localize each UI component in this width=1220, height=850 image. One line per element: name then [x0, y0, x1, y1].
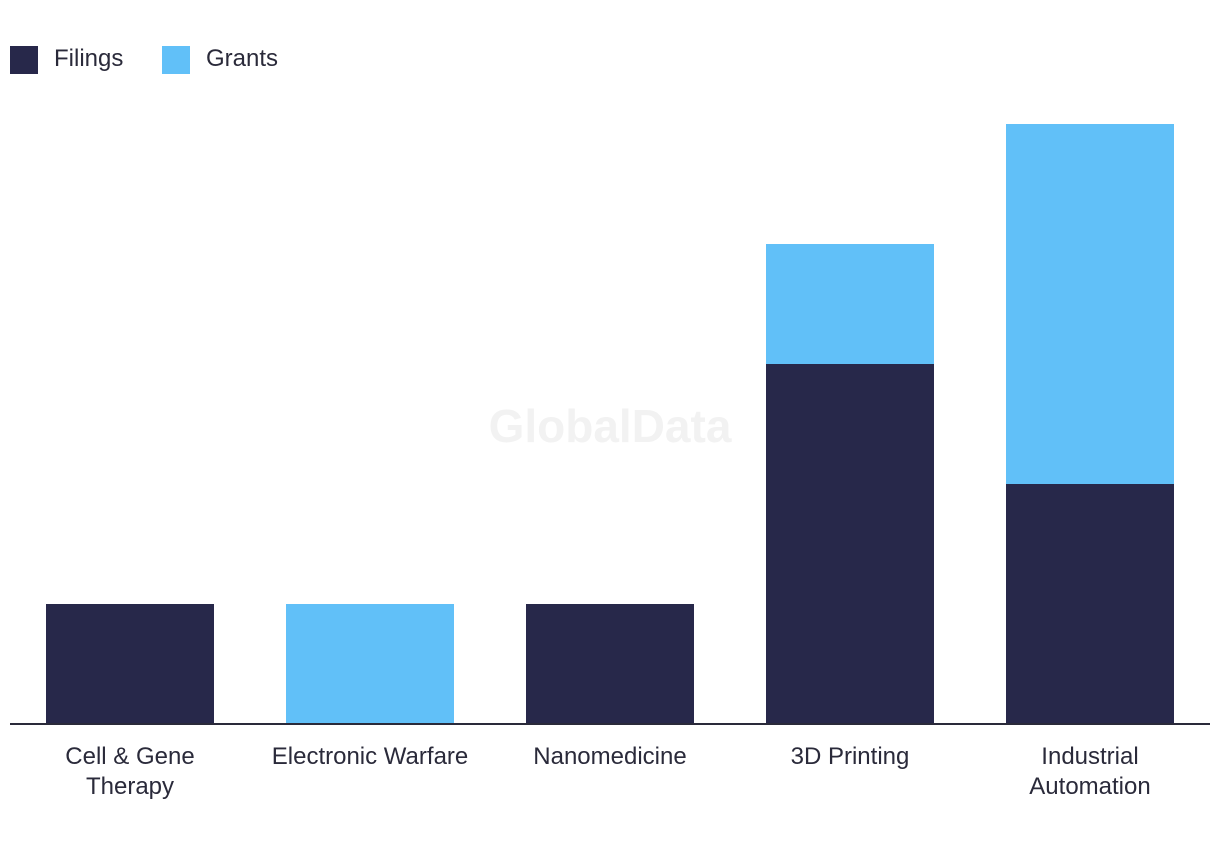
legend: Filings Grants	[10, 45, 278, 74]
x-tick-label-3d-printing: 3D Printing	[791, 743, 910, 770]
bar-grants-3d-printing	[766, 244, 934, 364]
watermark: GlobalData	[489, 400, 732, 452]
x-tick-label-electronic-warfare: Electronic Warfare	[272, 743, 469, 770]
legend-swatch-filings	[10, 46, 38, 74]
x-tick-label-industrial-automation: Industrial Automation	[1029, 743, 1150, 800]
legend-label-grants: Grants	[206, 45, 278, 72]
bar-filings-3d-printing	[766, 364, 934, 724]
bar-filings-cell-and-gene-therapy	[46, 604, 214, 724]
x-tick-label-cell-and-gene-therapy: Cell & Gene Therapy	[65, 743, 194, 800]
bar-grants-industrial-automation	[1006, 124, 1174, 484]
legend-label-filings: Filings	[54, 45, 123, 72]
bar-grants-electronic-warfare	[286, 604, 454, 724]
bar-filings-industrial-automation	[1006, 484, 1174, 724]
x-axis-tick-labels: Cell & Gene Therapy Electronic Warfare Nano…	[65, 743, 1150, 800]
bar-filings-nanomedicine	[526, 604, 694, 724]
bars-group	[46, 124, 1174, 724]
x-tick-label-nanomedicine: Nanomedicine	[533, 743, 686, 770]
legend-swatch-grants	[162, 46, 190, 74]
